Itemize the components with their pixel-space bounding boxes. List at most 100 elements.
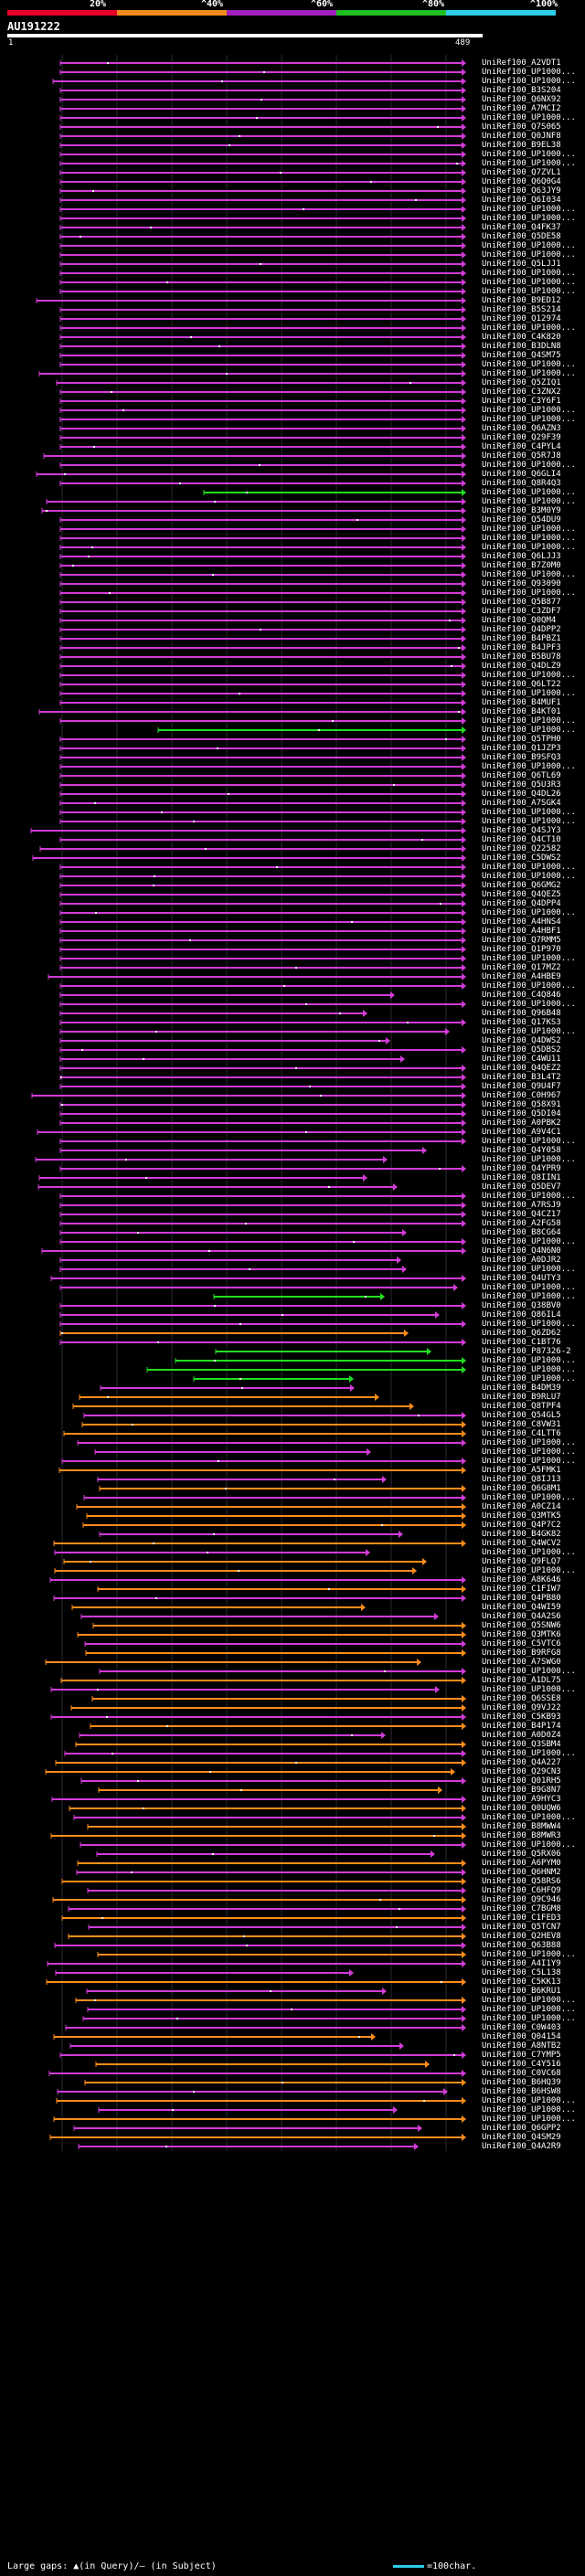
- hit-label[interactable]: UniRef100_UP1000...: [482, 369, 576, 378]
- hit-label[interactable]: UniRef100_A7RSJ9: [482, 1201, 561, 1210]
- hit-label[interactable]: UniRef100_Q9VJ22: [482, 1703, 561, 1712]
- hit-label[interactable]: UniRef100_Q5LJJ1: [482, 260, 561, 269]
- hit-label[interactable]: UniRef100_A2VDT1: [482, 58, 561, 68]
- hit-label[interactable]: UniRef100_Q5DE58: [482, 232, 561, 241]
- hit-label[interactable]: UniRef100_A5FMK1: [482, 1466, 561, 1475]
- hit-label[interactable]: UniRef100_B9RFG8: [482, 1648, 561, 1658]
- hit-label[interactable]: UniRef100_UP1000...: [482, 1265, 576, 1274]
- hit-label[interactable]: UniRef100_UP1000...: [482, 461, 576, 470]
- hit-label[interactable]: UniRef100_Q3MTK5: [482, 1511, 561, 1521]
- hit-label[interactable]: UniRef100_UP1000...: [482, 1813, 576, 1822]
- hit-label[interactable]: UniRef100_Q4CT10: [482, 835, 561, 844]
- hit-label[interactable]: UniRef100_UP1000...: [482, 68, 576, 77]
- hit-label[interactable]: UniRef100_UP1000...: [482, 1493, 576, 1502]
- hit-label[interactable]: UniRef100_Q0QM4: [482, 616, 557, 625]
- hit-label[interactable]: UniRef100_Q29F39: [482, 433, 561, 442]
- hit-label[interactable]: UniRef100_Q6ZD62: [482, 1329, 561, 1338]
- hit-label[interactable]: UniRef100_Q6Q0G4: [482, 177, 561, 186]
- hit-label[interactable]: UniRef100_B8CG64: [482, 1228, 561, 1237]
- hit-label[interactable]: UniRef100_UP1000...: [482, 2105, 576, 2115]
- hit-label[interactable]: UniRef100_UP1000...: [482, 1749, 576, 1758]
- hit-label[interactable]: UniRef100_UP1000...: [482, 1996, 576, 2005]
- hit-label[interactable]: UniRef100_B3L4T2: [482, 1073, 561, 1082]
- hit-label[interactable]: UniRef100_Q4CZ17: [482, 1210, 561, 1219]
- hit-label[interactable]: UniRef100_UP1000...: [482, 150, 576, 159]
- hit-label[interactable]: UniRef100_B3M0Y9: [482, 506, 561, 515]
- hit-label[interactable]: UniRef100_Q93090: [482, 579, 561, 588]
- hit-label[interactable]: UniRef100_UP1000...: [482, 287, 576, 296]
- hit-label[interactable]: UniRef100_C4K820: [482, 333, 561, 342]
- hit-label[interactable]: UniRef100_Q6GMG2: [482, 881, 561, 890]
- hit-label[interactable]: UniRef100_UP1000...: [482, 543, 576, 552]
- hit-label[interactable]: UniRef100_UP1000...: [482, 1667, 576, 1676]
- hit-label[interactable]: UniRef100_A7SWG0: [482, 1658, 561, 1667]
- hit-label[interactable]: UniRef100_UP1000...: [482, 762, 576, 771]
- hit-label[interactable]: UniRef100_UP1000...: [482, 588, 576, 598]
- hit-label[interactable]: UniRef100_B5S214: [482, 305, 561, 314]
- hit-label[interactable]: UniRef100_Q4P7C2: [482, 1521, 561, 1530]
- hit-label[interactable]: UniRef100_UP1000...: [482, 406, 576, 415]
- hit-label[interactable]: UniRef100_UP1000...: [482, 1027, 576, 1036]
- hit-label[interactable]: UniRef100_UP1000...: [482, 214, 576, 223]
- hit-label[interactable]: UniRef100_Q5ZIQ1: [482, 378, 561, 387]
- hit-label[interactable]: UniRef100_Q4SM29: [482, 2133, 561, 2142]
- hit-label[interactable]: UniRef100_Q5DI04: [482, 1109, 561, 1118]
- hit-label[interactable]: UniRef100_A0PBK2: [482, 1118, 561, 1128]
- hit-label[interactable]: UniRef100_UP1000...: [482, 2005, 576, 2014]
- hit-label[interactable]: UniRef100_Q38BV0: [482, 1301, 561, 1310]
- hit-label[interactable]: UniRef100_Q4PB80: [482, 1594, 561, 1603]
- hit-label[interactable]: UniRef100_Q4A227: [482, 1758, 561, 1767]
- hit-label[interactable]: UniRef100_Q4Y058: [482, 1146, 561, 1155]
- hit-label[interactable]: UniRef100_C0W403: [482, 2023, 561, 2032]
- hit-label[interactable]: UniRef100_Q4WCV2: [482, 1539, 561, 1548]
- hit-label[interactable]: UniRef100_C4LTT6: [482, 1429, 561, 1438]
- hit-label[interactable]: UniRef100_A0DJR2: [482, 1256, 561, 1265]
- hit-label[interactable]: UniRef100_UP1000...: [482, 570, 576, 579]
- hit-label[interactable]: UniRef100_Q5DBS2: [482, 1045, 561, 1055]
- hit-label[interactable]: UniRef100_UP1000...: [482, 908, 576, 917]
- hit-label[interactable]: UniRef100_Q2HEV8: [482, 1932, 561, 1941]
- hit-label[interactable]: UniRef100_C3ZNX2: [482, 387, 561, 397]
- hit-label[interactable]: UniRef100_UP1000...: [482, 817, 576, 826]
- hit-label[interactable]: UniRef100_UP1000...: [482, 1950, 576, 1959]
- hit-label[interactable]: UniRef100_Q01RH5: [482, 1776, 561, 1786]
- hit-label[interactable]: UniRef100_B4JPF3: [482, 643, 561, 652]
- hit-label[interactable]: UniRef100_Q7RMM5: [482, 936, 561, 945]
- hit-label[interactable]: UniRef100_Q4SM75: [482, 351, 561, 360]
- hit-label[interactable]: UniRef100_A0D0Z4: [482, 1731, 561, 1740]
- hit-label[interactable]: UniRef100_B6HSW8: [482, 2087, 561, 2096]
- hit-label[interactable]: UniRef100_A4HNS4: [482, 917, 561, 927]
- hit-label[interactable]: UniRef100_B6KRU1: [482, 1987, 561, 1996]
- hit-label[interactable]: UniRef100_Q6SSE8: [482, 1694, 561, 1703]
- hit-label[interactable]: UniRef100_C8VW31: [482, 1420, 561, 1429]
- hit-label[interactable]: UniRef100_UP1000...: [482, 241, 576, 250]
- hit-label[interactable]: UniRef100_Q1JZP3: [482, 744, 561, 753]
- hit-label[interactable]: UniRef100_Q5R7J8: [482, 451, 561, 461]
- hit-label[interactable]: UniRef100_C7YMP5: [482, 2051, 561, 2060]
- hit-label[interactable]: UniRef100_Q4QEZ5: [482, 890, 561, 899]
- hit-label[interactable]: UniRef100_Q5TCN7: [482, 1923, 561, 1932]
- hit-label[interactable]: UniRef100_B9SFQ3: [482, 753, 561, 762]
- hit-label[interactable]: UniRef100_UP1000...: [482, 863, 576, 872]
- hit-label[interactable]: UniRef100_Q22582: [482, 844, 561, 853]
- hit-label[interactable]: UniRef100_A9HYC3: [482, 1795, 561, 1804]
- hit-label[interactable]: UniRef100_A4HBE9: [482, 972, 561, 981]
- hit-label[interactable]: UniRef100_UP1000...: [482, 1192, 576, 1201]
- hit-label[interactable]: UniRef100_UP1000...: [482, 1320, 576, 1329]
- hit-label[interactable]: UniRef100_Q86IL4: [482, 1310, 561, 1320]
- hit-label[interactable]: UniRef100_C1FED3: [482, 1913, 561, 1923]
- hit-label[interactable]: UniRef100_Q5TPH0: [482, 735, 561, 744]
- hit-label[interactable]: UniRef100_A7SGK4: [482, 799, 561, 808]
- hit-label[interactable]: UniRef100_UP1000...: [482, 1000, 576, 1009]
- hit-label[interactable]: UniRef100_UP1000...: [482, 1566, 576, 1575]
- hit-label[interactable]: UniRef100_C0H967: [482, 1091, 561, 1100]
- hit-label[interactable]: UniRef100_B4PBZ1: [482, 634, 561, 643]
- hit-label[interactable]: UniRef100_C4WU11: [482, 1055, 561, 1064]
- hit-label[interactable]: UniRef100_B3S204: [482, 86, 561, 95]
- hit-label[interactable]: UniRef100_Q58X91: [482, 1100, 561, 1109]
- hit-label[interactable]: UniRef100_Q6GLI4: [482, 470, 561, 479]
- hit-label[interactable]: UniRef100_A9V4C1: [482, 1128, 561, 1137]
- hit-label[interactable]: UniRef100_UP1000...: [482, 360, 576, 369]
- hit-label[interactable]: UniRef100_Q9U4F7: [482, 1082, 561, 1091]
- hit-label[interactable]: UniRef100_Q9C946: [482, 1895, 561, 1904]
